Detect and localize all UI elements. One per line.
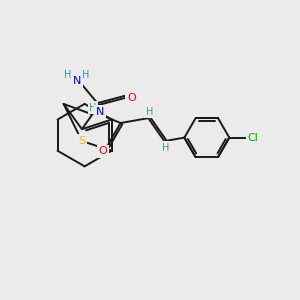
Text: N: N — [96, 107, 104, 117]
Text: Cl: Cl — [248, 133, 258, 142]
Text: H: H — [82, 70, 90, 80]
Text: N: N — [73, 76, 82, 86]
Text: S: S — [78, 136, 85, 146]
Text: H: H — [146, 106, 153, 117]
Text: H: H — [89, 103, 97, 112]
Text: H: H — [162, 143, 169, 153]
Text: O: O — [127, 93, 136, 103]
Text: H: H — [64, 70, 71, 80]
Text: O: O — [98, 146, 107, 156]
